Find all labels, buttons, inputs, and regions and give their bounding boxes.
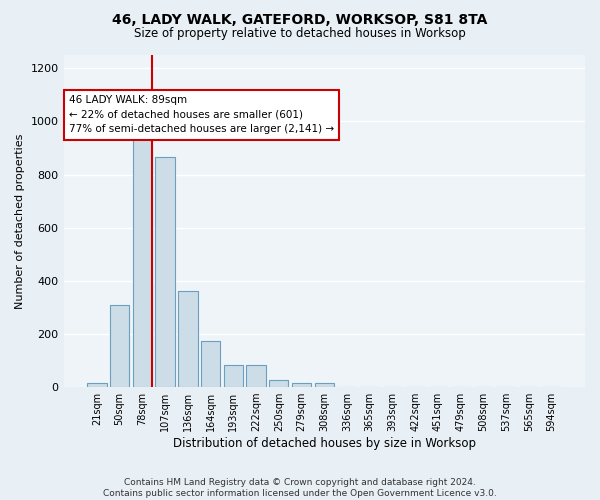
Bar (155, 158, 175, 387)
Text: Contains HM Land Registry data © Crown copyright and database right 2024.
Contai: Contains HM Land Registry data © Crown c… (103, 478, 497, 498)
Bar (269, 380, 289, 387)
Text: 46, LADY WALK, GATEFORD, WORKSOP, S81 8TA: 46, LADY WALK, GATEFORD, WORKSOP, S81 8T… (112, 12, 488, 26)
X-axis label: Distribution of detached houses by size in Worksop: Distribution of detached houses by size … (173, 437, 476, 450)
Bar (133, 132, 152, 387)
Bar (292, 384, 311, 387)
Bar (178, 292, 197, 387)
Bar (314, 384, 334, 387)
Text: Size of property relative to detached houses in Worksop: Size of property relative to detached ho… (134, 28, 466, 40)
Bar (87, 384, 107, 387)
Text: 46 LADY WALK: 89sqm
← 22% of detached houses are smaller (601)
77% of semi-detac: 46 LADY WALK: 89sqm ← 22% of detached ho… (69, 95, 334, 134)
Bar (247, 366, 266, 387)
Y-axis label: Number of detached properties: Number of detached properties (15, 134, 25, 308)
Bar (110, 304, 130, 387)
Bar (201, 340, 220, 387)
Bar (224, 366, 243, 387)
